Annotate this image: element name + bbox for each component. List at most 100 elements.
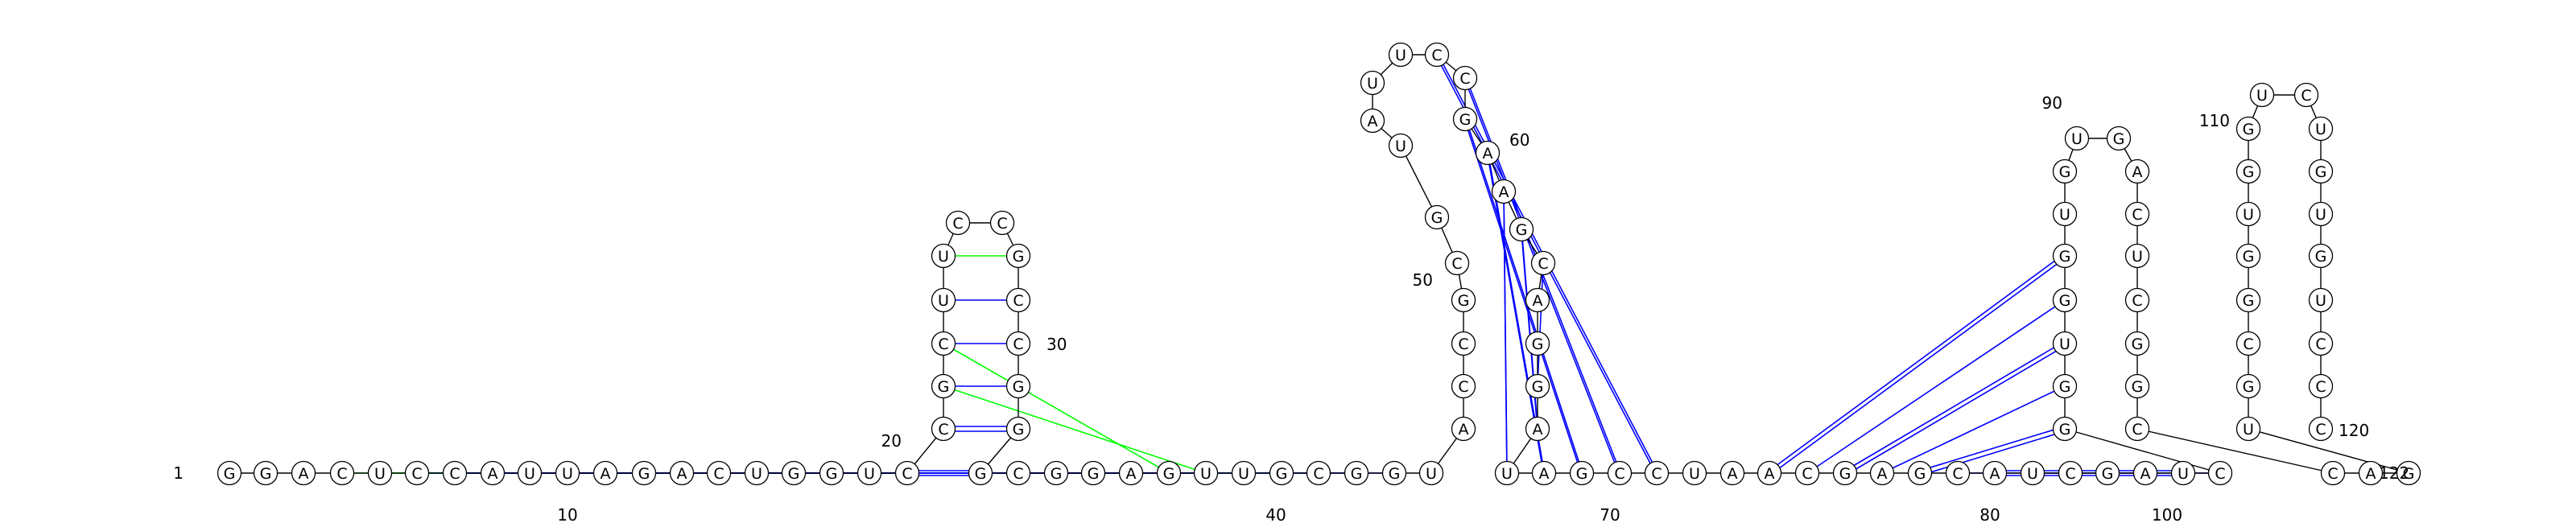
- position-label: 110: [2199, 111, 2230, 130]
- svg-text:G: G: [1914, 465, 1926, 483]
- position-label: 40: [1265, 505, 1286, 525]
- nucleotide: G: [2235, 159, 2261, 184]
- nucleotide: G: [1005, 416, 1031, 442]
- nucleotide: C: [931, 331, 956, 356]
- nucleotide: U: [2235, 201, 2261, 227]
- nucleotide: U: [931, 287, 956, 313]
- nucleotide: G: [1381, 460, 1407, 486]
- svg-text:G: G: [2243, 248, 2255, 266]
- nucleotide: A: [291, 460, 316, 486]
- nucleotide: C: [1444, 250, 1470, 276]
- nucleotide: U: [2308, 287, 2334, 313]
- nucleotide: C: [2124, 416, 2150, 442]
- svg-text:G: G: [1431, 209, 1443, 227]
- nucleotide: U: [367, 460, 393, 486]
- svg-text:A: A: [1533, 421, 1543, 438]
- svg-text:A: A: [1499, 183, 1509, 201]
- nucleotide: U: [1388, 133, 1414, 159]
- nucleotide: U: [744, 460, 770, 486]
- svg-text:U: U: [938, 248, 949, 266]
- nucleotide: G: [1005, 243, 1031, 269]
- svg-text:G: G: [2059, 248, 2071, 266]
- svg-text:A: A: [1539, 465, 1550, 483]
- nucleotide: G: [2235, 373, 2261, 399]
- svg-text:G: G: [638, 465, 650, 483]
- nucleotide: C: [1005, 287, 1031, 313]
- svg-text:G: G: [2243, 163, 2255, 181]
- nucleotide: C: [404, 460, 430, 486]
- nucleotide: G: [1569, 460, 1595, 486]
- base-pair-line: [943, 343, 1170, 474]
- svg-text:G: G: [260, 465, 272, 483]
- nucleotide: U: [1388, 42, 1414, 68]
- svg-text:A: A: [1368, 113, 1378, 130]
- nucleotide: G: [1509, 216, 1534, 242]
- nucleotide: U: [857, 460, 882, 486]
- svg-text:G: G: [1013, 378, 1025, 396]
- nucleotide: U: [2235, 416, 2261, 442]
- nucleotide: C: [1306, 460, 1331, 486]
- svg-text:C: C: [1458, 336, 1468, 353]
- nucleotide: U: [931, 243, 956, 269]
- svg-text:C: C: [902, 465, 912, 483]
- svg-text:U: U: [2243, 206, 2254, 224]
- svg-text:U: U: [2132, 248, 2143, 266]
- svg-text:U: U: [2178, 465, 2189, 483]
- nucleotide: U: [2020, 460, 2046, 486]
- nucleotide: G: [819, 460, 844, 486]
- nucleotide: G: [2396, 460, 2421, 486]
- svg-text:U: U: [751, 465, 762, 483]
- svg-text:C: C: [2315, 336, 2326, 353]
- svg-text:G: G: [1013, 248, 1025, 266]
- svg-text:C: C: [938, 336, 948, 353]
- svg-text:G: G: [2059, 421, 2071, 438]
- svg-text:C: C: [2327, 465, 2338, 483]
- svg-text:A: A: [1990, 465, 2000, 483]
- nucleotide: C: [2320, 460, 2346, 486]
- nucleotide: G: [2095, 460, 2120, 486]
- nucleotide: U: [1360, 70, 1385, 96]
- nucleotide: A: [2132, 460, 2158, 486]
- backbone-segment: [2064, 428, 2221, 474]
- svg-text:G: G: [1516, 221, 1528, 239]
- nucleotide: C: [1005, 460, 1031, 486]
- svg-text:G: G: [2403, 465, 2415, 483]
- base-pair-line: [943, 385, 1207, 474]
- nucleotide: A: [1118, 460, 1144, 486]
- nucleotide: C: [945, 210, 971, 236]
- svg-text:G: G: [2132, 378, 2144, 396]
- svg-text:G: G: [1576, 465, 1588, 483]
- base-pair-line: [1537, 262, 1544, 387]
- svg-text:C: C: [2301, 87, 2311, 105]
- svg-text:G: G: [1088, 465, 1100, 483]
- position-label: 50: [1413, 270, 1433, 290]
- svg-text:G: G: [1532, 336, 1544, 353]
- position-label: 120: [2339, 421, 2369, 440]
- nucleotide: A: [1360, 108, 1385, 134]
- nucleotide: A: [480, 460, 506, 486]
- nucleotide: U: [517, 460, 543, 486]
- svg-text:G: G: [2132, 336, 2144, 353]
- svg-text:C: C: [1459, 70, 1470, 88]
- nucleotide: A: [2358, 460, 2384, 486]
- svg-text:G: G: [938, 378, 950, 396]
- svg-text:U: U: [1501, 465, 1513, 483]
- svg-text:G: G: [2113, 130, 2125, 148]
- svg-text:U: U: [374, 465, 386, 483]
- nucleotide: A: [2124, 159, 2150, 184]
- nucleotide: U: [2064, 126, 2090, 151]
- backbone-segment: [1400, 145, 1438, 218]
- nucleotide: G: [2052, 159, 2078, 184]
- svg-text:C: C: [2132, 206, 2142, 224]
- svg-text:G: G: [2243, 121, 2255, 138]
- nucleotide: C: [1530, 250, 1556, 276]
- svg-text:C: C: [2215, 465, 2225, 483]
- base-pair-line: [1464, 116, 1583, 471]
- svg-text:U: U: [1367, 75, 1378, 93]
- svg-text:U: U: [938, 292, 949, 310]
- svg-text:A: A: [1877, 465, 1888, 483]
- svg-text:G: G: [1276, 465, 1288, 483]
- nucleotide: C: [1451, 331, 1476, 356]
